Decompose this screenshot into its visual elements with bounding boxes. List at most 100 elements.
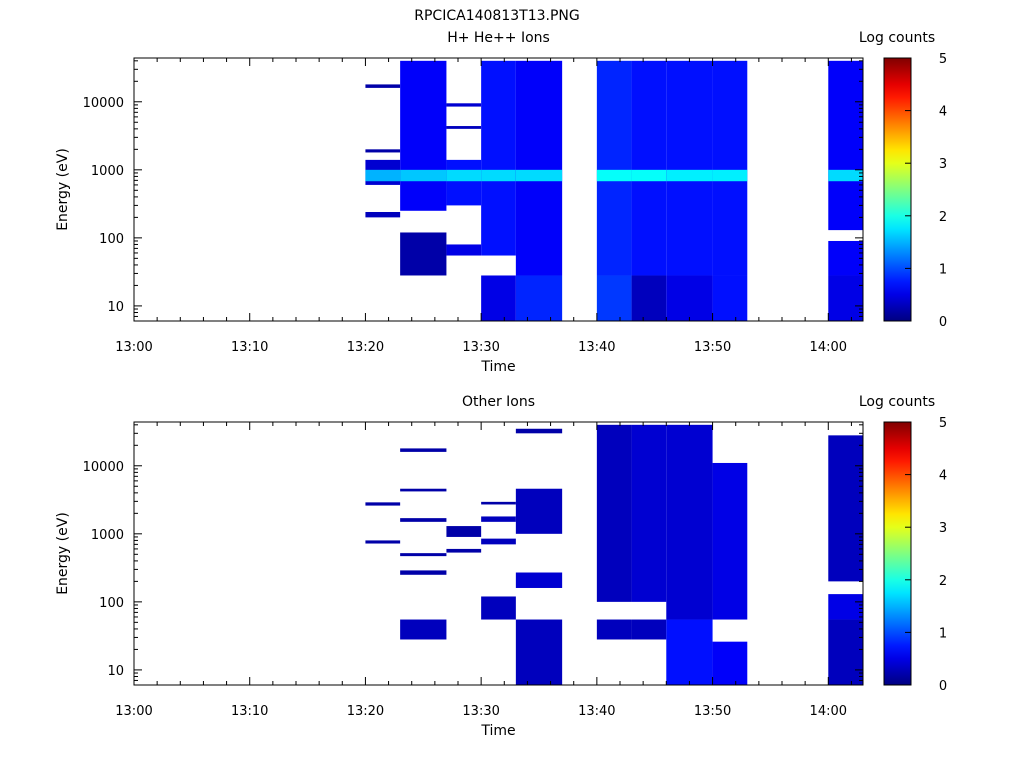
heatmap-cell	[666, 619, 713, 685]
x-tick-label: 13:20	[347, 340, 384, 355]
heatmap-cell	[365, 149, 401, 153]
heatmap-cell	[596, 60, 632, 276]
heatmap-cell	[828, 619, 863, 685]
colorbar	[883, 421, 912, 686]
colorbar-tick-label: 3	[939, 521, 947, 536]
heatmap-cell	[365, 540, 401, 544]
heatmap-cell	[481, 60, 516, 256]
colorbar-tick-label: 5	[939, 52, 947, 67]
heatmap-cell	[481, 169, 516, 182]
heatmap-cell	[712, 169, 748, 182]
colorbar-label: Log counts	[859, 394, 935, 410]
heatmap-cell	[400, 553, 447, 557]
colorbar-tick-label: 0	[939, 679, 947, 694]
heatmap-cell	[400, 232, 447, 276]
colorbar-tick-label: 1	[939, 262, 947, 277]
colorbar-tick-label: 3	[939, 157, 947, 172]
x-tick-label: 13:40	[578, 704, 615, 719]
heatmap-cell	[596, 619, 632, 640]
colorbar-tick-label: 2	[939, 574, 947, 589]
x-tick-label: 13:10	[231, 704, 268, 719]
heatmap-cell	[631, 275, 667, 321]
panel-title: Other Ions	[462, 394, 535, 410]
colorbar-tick-label: 4	[939, 469, 947, 484]
heatmap-cell	[446, 159, 482, 206]
heatmap-cell	[515, 428, 563, 434]
heatmap-cell	[446, 548, 482, 553]
heatmap-cell	[446, 526, 482, 537]
heatmap-cell	[828, 435, 863, 582]
heatmap-cell	[446, 169, 482, 182]
colorbar-label: Log counts	[859, 30, 935, 46]
heatmap-cell	[712, 641, 748, 685]
colorbar	[883, 57, 912, 322]
heatmap-cell	[596, 169, 632, 182]
x-tick-label: 13:30	[462, 340, 499, 355]
file-title: RPCICA140813T13.PNG	[414, 8, 579, 24]
x-axis-label: Time	[480, 723, 515, 739]
y-tick-label: 100	[99, 232, 124, 247]
heatmap-cell	[666, 275, 713, 321]
x-tick-label: 13:50	[694, 340, 731, 355]
heatmap-cell	[828, 60, 863, 231]
plot-frame	[133, 421, 864, 686]
heatmap-cell	[400, 448, 447, 452]
panel-other-ions: 13:00 13:10 13:20 13:30 13:40 13:50 14:0010100…	[55, 394, 947, 739]
y-tick-label: 100	[99, 596, 124, 611]
heatmap-cell	[631, 424, 667, 602]
heatmap-cell	[666, 424, 713, 620]
heatmap-cell	[481, 538, 516, 545]
heatmap-cell	[631, 169, 667, 182]
x-tick-label: 14:00	[810, 704, 847, 719]
x-tick-label: 13:00	[115, 704, 152, 719]
heatmap-cell	[666, 169, 713, 182]
heatmap-cell	[712, 462, 748, 620]
colorbar-tick-label: 1	[939, 626, 947, 641]
heatmap-cell	[828, 594, 863, 620]
heatmap-cell	[515, 619, 563, 685]
heatmap-cell	[400, 488, 447, 492]
heatmap-cell	[400, 570, 447, 575]
heatmap-cell	[596, 424, 632, 602]
heatmap-cell	[515, 275, 563, 321]
x-tick-label: 14:00	[810, 340, 847, 355]
heatmap-cell	[481, 501, 516, 505]
heatmap-cell	[631, 619, 667, 640]
y-axis-label: Energy (eV)	[55, 148, 71, 231]
heatmap-cell	[400, 619, 447, 640]
heatmap-cell	[446, 244, 482, 256]
y-tick-label: 1000	[91, 528, 124, 543]
x-tick-label: 13:40	[578, 340, 615, 355]
y-tick-label: 1000	[91, 164, 124, 179]
panel-h-he-ions: 13:00 13:10 13:20 13:30 13:40 13:50 14:0010100…	[55, 30, 947, 375]
colorbar-tick-label: 4	[939, 105, 947, 120]
heatmap-cell	[712, 60, 748, 276]
heatmap-cell	[828, 240, 863, 276]
heatmap-cell	[365, 211, 401, 218]
heatmap-cell	[400, 518, 447, 522]
heatmap-cell	[515, 572, 563, 588]
heatmap-cell	[481, 275, 516, 321]
heatmap-cell	[666, 60, 713, 276]
plot-frame	[133, 57, 864, 322]
x-tick-label: 13:30	[462, 704, 499, 719]
heatmap-cell	[828, 275, 863, 321]
colorbar-tick-label: 5	[939, 416, 947, 431]
x-tick-label: 13:10	[231, 340, 268, 355]
y-tick-label: 10	[107, 300, 124, 315]
heatmap-cell	[515, 488, 563, 534]
heatmap-cell	[446, 103, 482, 107]
heatmap-cell	[515, 60, 563, 276]
heatmap-cell	[481, 516, 516, 522]
x-tick-label: 13:50	[694, 704, 731, 719]
heatmap-cell	[631, 60, 667, 276]
heatmap-cell	[400, 60, 447, 211]
heatmap-cell	[365, 502, 401, 506]
heatmap-cell	[365, 169, 401, 182]
x-axis-label: Time	[480, 359, 515, 375]
y-tick-label: 10000	[83, 96, 124, 111]
heatmap-cell	[828, 169, 863, 182]
colorbar-tick-label: 0	[939, 315, 947, 330]
heatmap-cell	[596, 275, 632, 321]
